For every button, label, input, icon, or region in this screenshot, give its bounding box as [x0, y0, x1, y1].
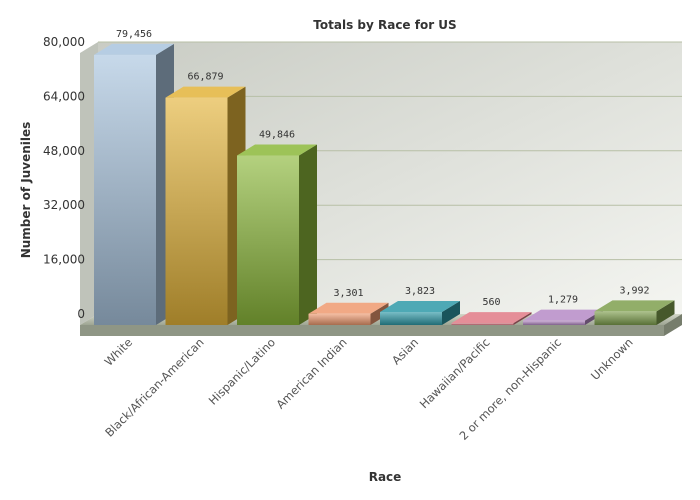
bar-top [237, 144, 317, 156]
value-label: 560 [482, 297, 500, 308]
bar-front [594, 311, 657, 325]
y-tick-label: 48,000 [43, 144, 85, 158]
y-tick-label: 32,000 [43, 198, 85, 212]
bar-front [165, 97, 228, 326]
value-label: 3,992 [619, 285, 649, 296]
y-axis-title: Number of Juveniles [19, 122, 33, 259]
bar-side [513, 312, 532, 325]
y-tick-label: 80,000 [43, 35, 85, 49]
bar-hawaiian-pacific [451, 312, 532, 325]
x-axis-title: Race [369, 470, 402, 484]
bar-top [94, 43, 174, 55]
value-label: 3,301 [333, 288, 363, 299]
value-label: 66,879 [187, 72, 223, 83]
bar-front [308, 313, 371, 325]
bar-front [451, 323, 514, 325]
bar-side [299, 144, 317, 325]
bar-top [380, 301, 460, 313]
bar-asian [380, 301, 460, 325]
bar-american-indian [308, 302, 389, 325]
value-label: 49,846 [259, 130, 295, 141]
plot-floor-side [664, 314, 682, 336]
bar-front [380, 312, 442, 325]
bar-front [523, 320, 585, 325]
bar-top [451, 312, 532, 324]
value-label: 1,279 [548, 295, 578, 306]
plot-side-wall [80, 42, 98, 325]
bar-top [523, 309, 603, 321]
chart-title: Totals by Race for US [313, 18, 456, 32]
category-label: Unknown [588, 335, 636, 383]
value-label: 3,823 [405, 286, 435, 297]
bar-front [94, 54, 156, 325]
bar-side [442, 301, 460, 325]
y-tick-label: 64,000 [43, 89, 85, 103]
category-label: White [102, 335, 136, 369]
bar-black-african-american [165, 86, 246, 326]
value-label: 79,456 [116, 29, 152, 40]
category-label: Asian [389, 335, 421, 367]
bar-side [370, 302, 389, 325]
bar-unknown [594, 300, 675, 325]
bar-side [656, 300, 675, 325]
bar-top [165, 86, 246, 98]
bar-front [237, 155, 299, 325]
category-label: American Indian [273, 335, 349, 411]
y-tick-label: 0 [77, 307, 85, 321]
category-label: Hispanic/Latino [206, 335, 278, 407]
bar-hispanic-latino [237, 144, 317, 325]
bars [94, 43, 675, 326]
bar-top [594, 300, 675, 312]
category-label: Hawaiian/Pacific [417, 335, 493, 411]
y-axis-ticks: 0 16,000 32,000 48,000 64,000 80,000 [43, 35, 85, 321]
bar-white [94, 43, 174, 325]
bar-top [308, 302, 389, 314]
y-tick-label: 16,000 [43, 253, 85, 267]
value-labels: 79,456 66,879 49,846 3,301 3,823 560 1,279 3,99… [116, 29, 650, 308]
plot-floor-front [80, 325, 664, 336]
